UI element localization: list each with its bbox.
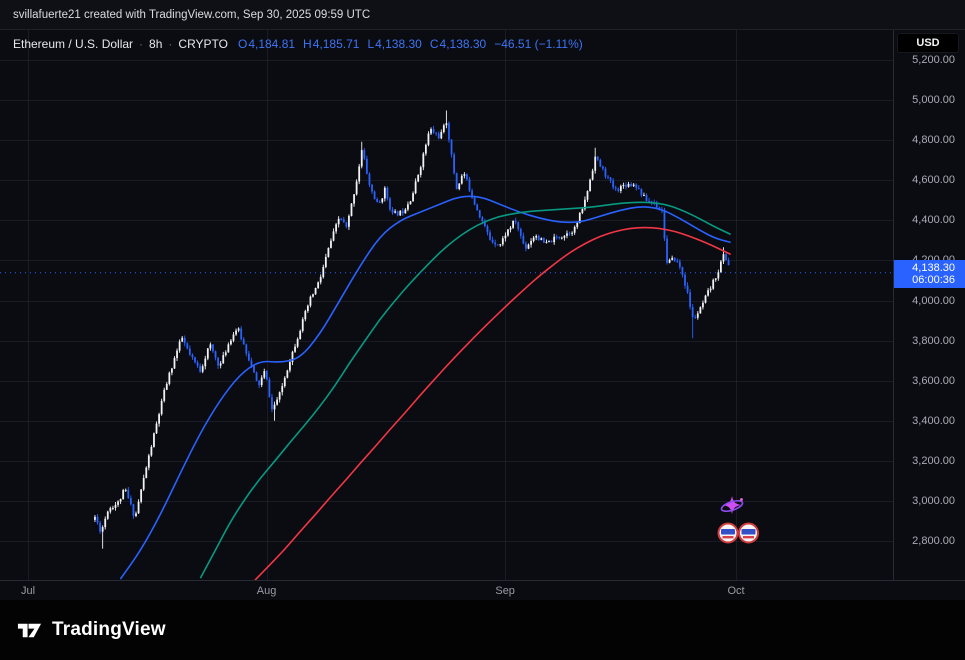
- tradingview-wordmark[interactable]: TradingView: [52, 619, 166, 640]
- bottom-bar: TradingView: [0, 600, 965, 660]
- high-value: H4,185.71: [303, 37, 360, 51]
- chart-area: Ethereum / U.S. Dollar · 8h · CRYPTO O4,…: [0, 30, 965, 600]
- ohlc-values: O4,184.81 H4,185.71 L4,138.30 C4,138.30 …: [238, 37, 583, 51]
- time-axis[interactable]: Jul Aug Sep Oct: [0, 580, 965, 600]
- close-value: C4,138.30: [429, 37, 487, 51]
- price-axis-label: 4,400.00: [912, 214, 955, 227]
- low-value: L4,138.30: [367, 37, 422, 51]
- interval-label[interactable]: 8h: [149, 37, 163, 51]
- price-axis-label: 5,200.00: [912, 54, 955, 66]
- legend-separator: ·: [139, 37, 144, 51]
- flag-sticker-icon[interactable]: [717, 522, 739, 544]
- change-value: −46.51 (−1.11%): [494, 37, 583, 51]
- price-axis-label: 3,600.00: [912, 374, 955, 387]
- symbol-legend: Ethereum / U.S. Dollar · 8h · CRYPTO O4,…: [13, 37, 583, 51]
- price-axis-label: 3,000.00: [912, 494, 955, 507]
- last-price-value: 4,138.30: [912, 261, 955, 274]
- price-axis[interactable]: 5,200.00 5,000.00 4,800.00 4,600.00 4,400.00…: [893, 30, 965, 580]
- price-axis-label: 4,800.00: [912, 134, 955, 147]
- open-value: O4,184.81: [237, 37, 296, 51]
- tradingview-logo-icon[interactable]: [16, 617, 43, 644]
- price-axis-label: 2,800.00: [912, 535, 955, 547]
- price-axis-label: 5,000.00: [912, 94, 955, 107]
- price-axis-label: 4,000.00: [912, 294, 955, 307]
- price-chart-canvas[interactable]: [0, 30, 893, 580]
- chart-stickers: [708, 492, 766, 550]
- top-attribution-bar: svillafuerte21 created with TradingView.…: [0, 0, 965, 30]
- bar-countdown: 06:00:36: [912, 273, 955, 286]
- time-axis-label: Oct: [727, 585, 745, 597]
- price-axis-label: 3,200.00: [912, 454, 955, 467]
- price-axis-label: 3,400.00: [912, 414, 955, 427]
- flag-sticker-icon[interactable]: [738, 522, 759, 544]
- time-axis-label: Jul: [20, 585, 36, 597]
- market-label: CRYPTO: [178, 37, 228, 51]
- sparkle-sticker-icon[interactable]: [720, 496, 744, 514]
- attribution-text: svillafuerte21 created with TradingView.…: [13, 8, 371, 21]
- legend-separator: ·: [168, 37, 173, 51]
- price-axis-label: 4,600.00: [912, 174, 955, 187]
- currency-toggle-button[interactable]: USD: [897, 33, 959, 53]
- axis-separator: [893, 30, 894, 600]
- last-price-badge[interactable]: 4,138.30 06:00:36: [894, 259, 965, 288]
- time-axis-label: Aug: [256, 585, 277, 597]
- price-axis-label: 3,800.00: [912, 334, 955, 347]
- time-axis-label: Sep: [495, 585, 515, 597]
- symbol-title[interactable]: Ethereum / U.S. Dollar: [13, 37, 134, 51]
